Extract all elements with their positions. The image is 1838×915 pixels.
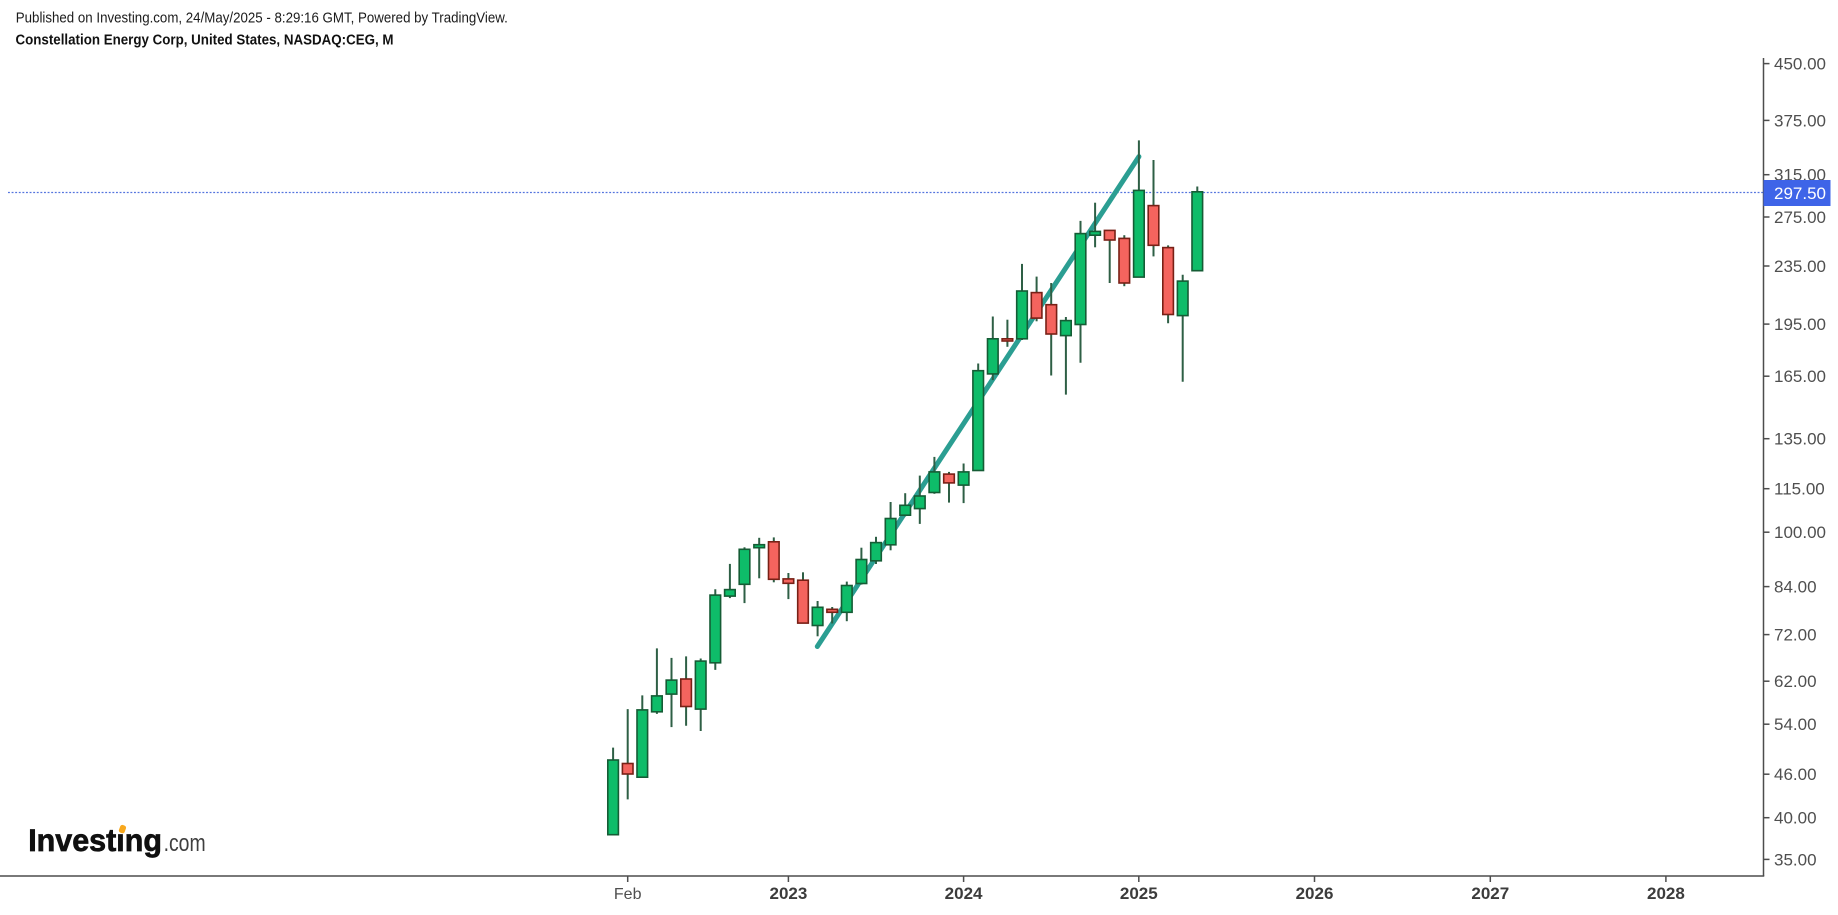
svg-text:2023: 2023 <box>769 884 807 903</box>
svg-text:135.00: 135.00 <box>1774 430 1826 449</box>
svg-text:450.00: 450.00 <box>1774 55 1826 74</box>
svg-text:235.00: 235.00 <box>1774 257 1826 276</box>
svg-text:54.00: 54.00 <box>1774 715 1817 734</box>
svg-text:40.00: 40.00 <box>1774 809 1817 828</box>
svg-text:Investing: Investing <box>28 823 162 858</box>
svg-text:2028: 2028 <box>1647 884 1685 903</box>
svg-text:35.00: 35.00 <box>1774 850 1817 869</box>
svg-text:165.00: 165.00 <box>1774 367 1826 386</box>
svg-text:275.00: 275.00 <box>1774 208 1826 227</box>
svg-text:195.00: 195.00 <box>1774 315 1826 334</box>
svg-text:72.00: 72.00 <box>1774 626 1817 645</box>
svg-text:375.00: 375.00 <box>1774 111 1826 130</box>
svg-text:.com: .com <box>164 830 206 857</box>
svg-text:46.00: 46.00 <box>1774 765 1817 784</box>
svg-text:62.00: 62.00 <box>1774 672 1817 691</box>
svg-text:84.00: 84.00 <box>1774 578 1817 597</box>
svg-text:100.00: 100.00 <box>1774 523 1826 542</box>
svg-text:Published on Investing.com, 24: Published on Investing.com, 24/May/2025 … <box>16 11 508 27</box>
svg-text:2027: 2027 <box>1471 884 1509 903</box>
svg-text:Constellation Energy Corp, Uni: Constellation Energy Corp, United States… <box>16 33 394 49</box>
svg-text:Feb: Feb <box>614 886 642 903</box>
svg-text:2025: 2025 <box>1120 884 1158 903</box>
svg-text:115.00: 115.00 <box>1774 480 1825 499</box>
svg-text:2026: 2026 <box>1296 884 1334 903</box>
svg-text:2024: 2024 <box>945 884 983 903</box>
svg-text:297.50: 297.50 <box>1774 184 1826 203</box>
svg-text:315.00: 315.00 <box>1774 166 1826 185</box>
